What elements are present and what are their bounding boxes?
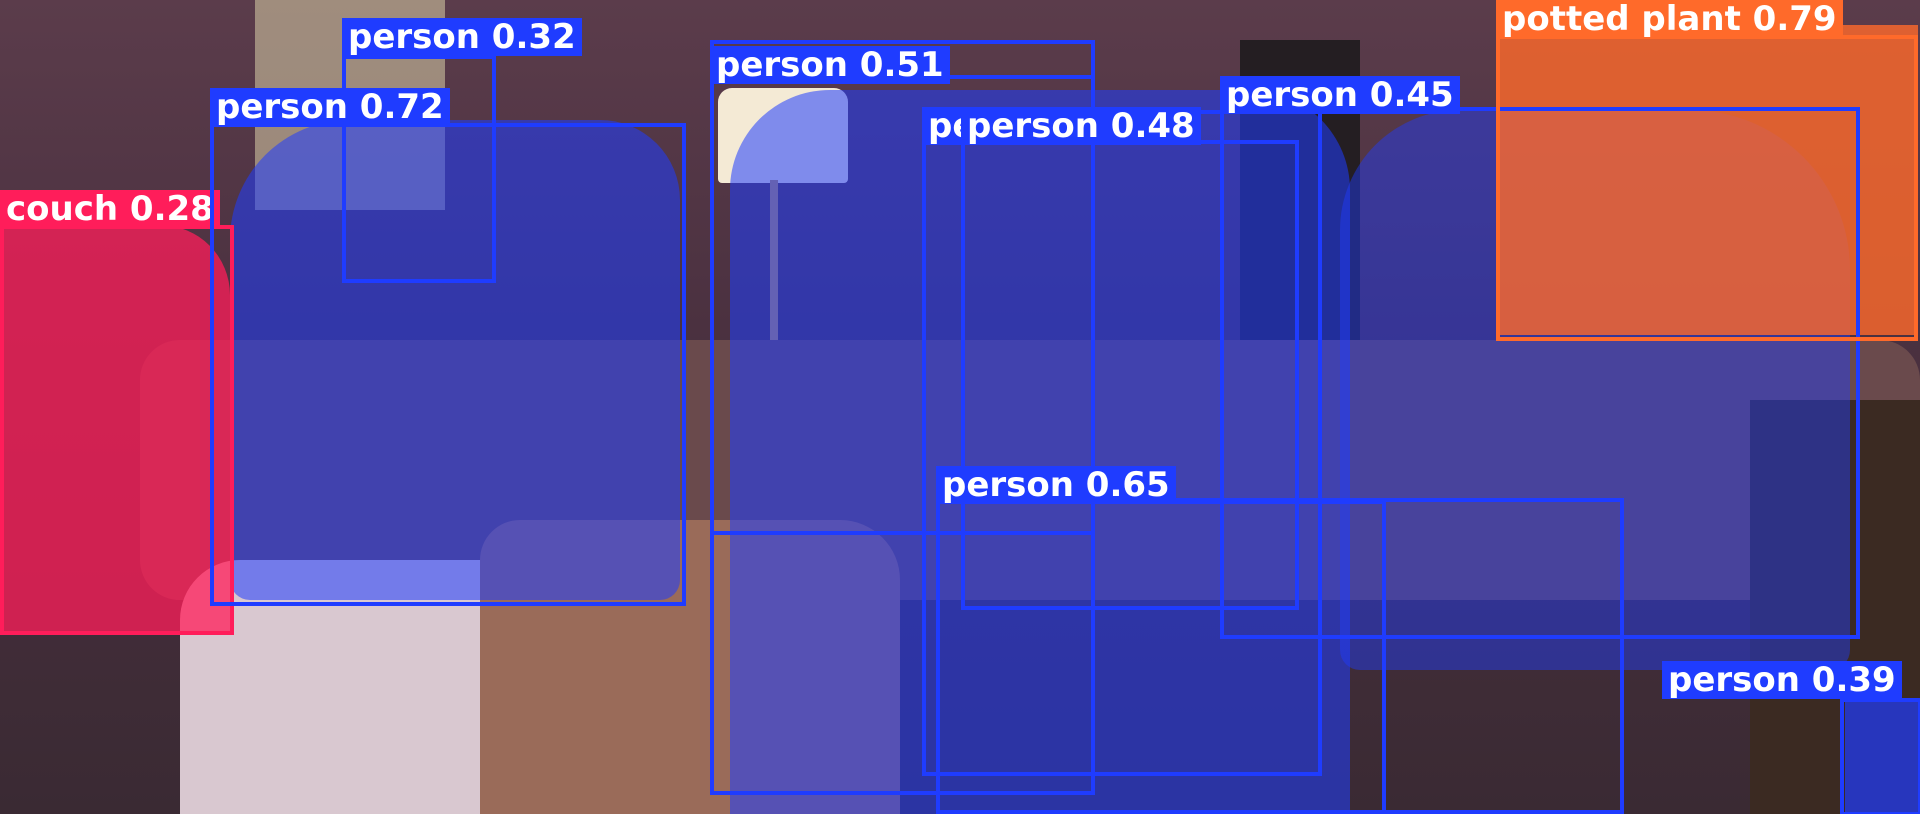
person-mask-bottom-right <box>1845 700 1920 814</box>
plant-mask <box>1500 25 1918 335</box>
detection-box-person <box>1840 698 1920 814</box>
detection-box-person <box>342 55 496 283</box>
detection-box-person <box>936 500 1386 814</box>
detection-label-couch: couch 0.28 <box>0 190 220 228</box>
detection-label-person: person 0.65 <box>936 466 1176 504</box>
person-mask-center <box>730 90 1350 814</box>
detection-label-person: person 0.72 <box>210 88 450 126</box>
couch-mask <box>0 225 230 635</box>
detection-label-person: person 0.51 <box>710 46 950 84</box>
detection-label-person: person 0.39 <box>1662 661 1902 699</box>
detection-box-person <box>210 123 686 606</box>
detection-label-person: person 0.45 <box>1220 76 1460 114</box>
detection-label-person: person 0.32 <box>342 18 582 56</box>
detection-label-potted-plant: potted plant 0.79 <box>1496 0 1843 38</box>
detection-box-couch <box>0 225 234 635</box>
detection-box-person <box>1220 107 1860 639</box>
person-mask-left <box>230 120 680 600</box>
detection-label-person: person 0.48 <box>961 107 1201 145</box>
detection-box-potted-plant <box>1496 35 1918 341</box>
